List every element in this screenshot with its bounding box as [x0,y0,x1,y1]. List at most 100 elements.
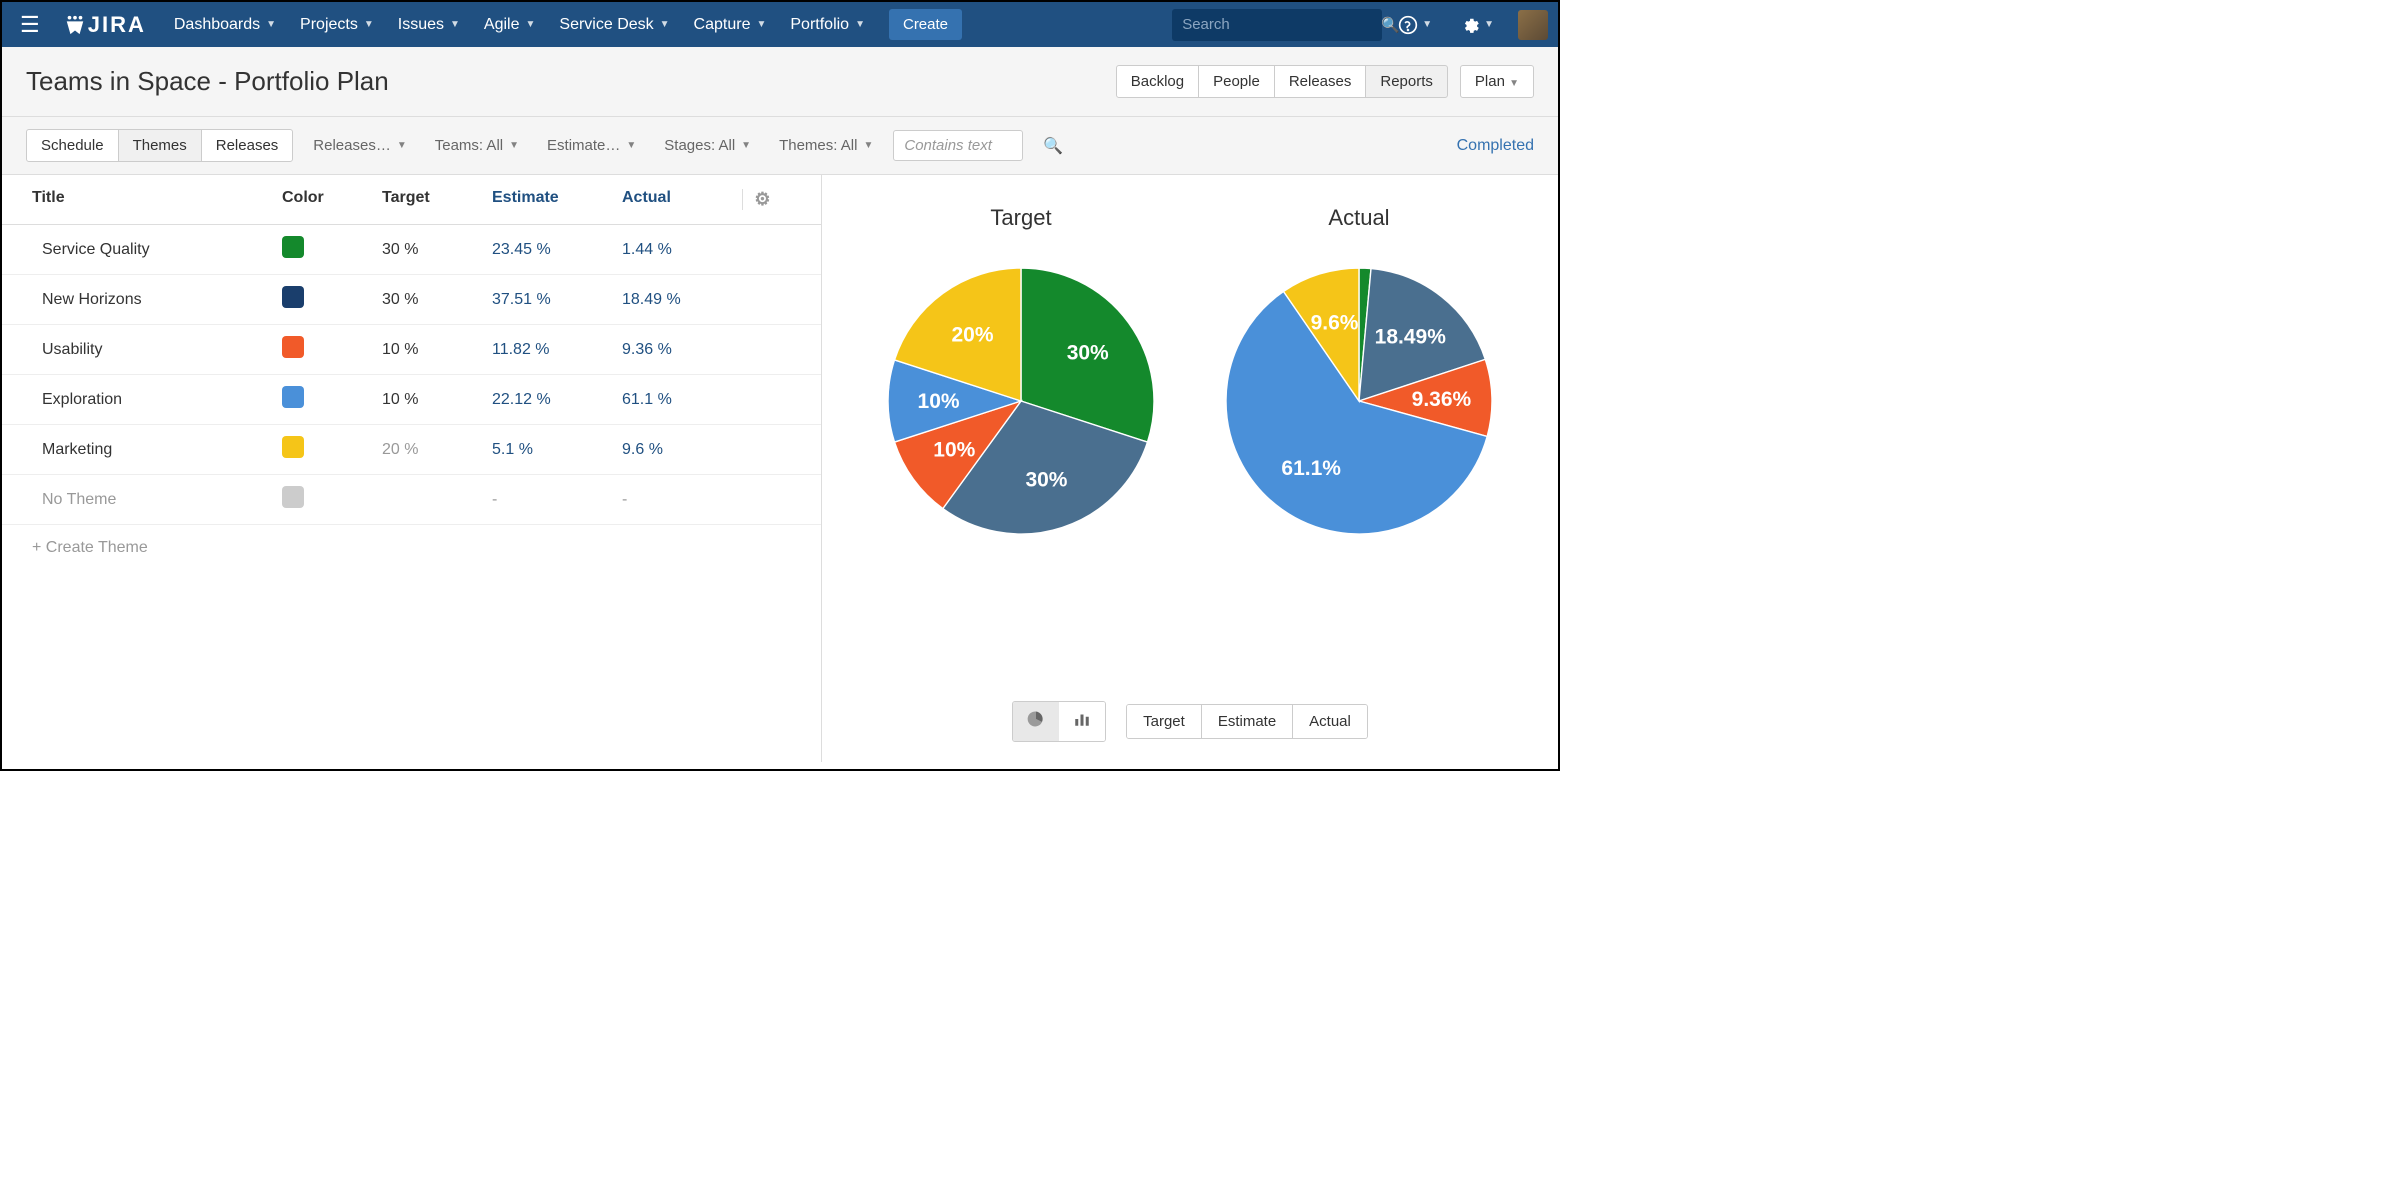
toolbar-tabs: ScheduleThemesReleases [26,129,293,162]
search-input[interactable] [1182,16,1381,33]
row-actual: 18.49 % [622,291,742,309]
row-color [282,386,382,413]
metric-actual[interactable]: Actual [1293,705,1367,738]
nav-portfolio[interactable]: Portfolio▼ [778,2,877,47]
page-title: Teams in Space - Portfolio Plan [26,66,1116,97]
table-header: Title Color Target Estimate Actual ⚙ [2,175,821,225]
help-icon[interactable]: ▼ [1386,15,1444,35]
row-title: Usability [2,341,282,359]
metric-toggle: TargetEstimateActual [1126,704,1368,739]
row-actual: 1.44 % [622,241,742,259]
table-row[interactable]: Marketing 20 %5.1 %9.6 % [2,425,821,475]
row-color [282,436,382,463]
row-estimate: - [492,491,622,509]
row-actual: - [622,491,742,509]
row-title: Service Quality [2,241,282,259]
metric-estimate[interactable]: Estimate [1202,705,1293,738]
charts-panel: Target 30% 30% 10% 10% 20% Actual 18.49% 9.36… [822,175,1558,762]
tab-backlog[interactable]: Backlog [1116,65,1199,98]
header-color: Color [282,189,382,210]
table-settings-icon[interactable]: ⚙ [754,189,770,209]
table-row[interactable]: No Theme -- [2,475,821,525]
row-actual: 9.36 % [622,341,742,359]
themes-table-panel: Title Color Target Estimate Actual ⚙ Ser… [2,175,822,762]
actual-pie: 18.49% 9.36% 61.1% 9.6% [1219,261,1499,541]
pie-view-button[interactable] [1013,702,1059,741]
actual-chart-title: Actual [1328,205,1389,231]
jira-logo[interactable]: JIRA [52,12,158,38]
tab-people[interactable]: People [1198,65,1275,98]
row-target: 20 % [382,441,492,459]
contains-text-input[interactable] [893,130,1023,161]
bar-view-button[interactable] [1059,702,1105,741]
header-estimate: Estimate [492,189,622,210]
create-theme-button[interactable]: + Create Theme [2,525,821,571]
row-title: Marketing [2,441,282,459]
row-estimate: 5.1 % [492,441,622,459]
svg-text:10%: 10% [918,390,960,413]
svg-text:10%: 10% [933,438,975,461]
filter-stages-all[interactable]: Stages: All▼ [664,137,751,154]
table-row[interactable]: Usability10 %11.82 %9.36 % [2,325,821,375]
svg-text:9.36%: 9.36% [1412,388,1472,411]
search-box[interactable]: 🔍 [1172,9,1382,41]
svg-text:30%: 30% [1025,468,1067,491]
tab-reports[interactable]: Reports [1365,65,1448,98]
toolbar-tab-schedule[interactable]: Schedule [27,130,119,161]
table-row[interactable]: Exploration 10 %22.12 %61.1 % [2,375,821,425]
row-title: No Theme [2,491,282,509]
toolbar-tab-releases[interactable]: Releases [202,130,293,161]
nav-dashboards[interactable]: Dashboards▼ [162,2,288,47]
row-title: Exploration [2,391,282,409]
row-estimate: 23.45 % [492,241,622,259]
target-pie: 30% 30% 10% 10% 20% [881,261,1161,541]
row-estimate: 37.51 % [492,291,622,309]
row-estimate: 22.12 % [492,391,622,409]
svg-text:18.49%: 18.49% [1375,325,1447,348]
row-actual: 61.1 % [622,391,742,409]
actual-chart: Actual 18.49% 9.36% 61.1% 9.6% [1219,205,1499,541]
table-row[interactable]: Service Quality 30 %23.45 %1.44 % [2,225,821,275]
row-color [282,336,382,363]
nav-agile[interactable]: Agile▼ [472,2,547,47]
metric-target[interactable]: Target [1127,705,1202,738]
user-avatar[interactable] [1518,10,1548,40]
target-chart: Target 30%30%10%10%20% [881,205,1161,541]
table-row[interactable]: New Horizons30 %37.51 %18.49 % [2,275,821,325]
completed-link[interactable]: Completed [1457,137,1534,155]
filter-releases-[interactable]: Releases…▼ [313,137,406,154]
row-target: 30 % [382,241,492,259]
view-tabs: BacklogPeopleReleasesReports [1116,65,1448,98]
toolbar-tab-themes[interactable]: Themes [119,130,202,161]
settings-icon[interactable]: ▼ [1448,15,1506,35]
menu-icon[interactable]: ☰ [12,12,48,38]
svg-text:30%: 30% [1067,342,1109,365]
header-actual: Actual [622,189,742,210]
header-target: Target [382,189,492,210]
jira-logo-icon [64,14,86,36]
create-button[interactable]: Create [889,9,962,40]
top-navigation: ☰ JIRA Dashboards▼Projects▼Issues▼Agile▼… [2,2,1558,47]
chart-controls: TargetEstimateActual [822,701,1558,742]
row-color [282,486,382,513]
svg-text:9.6%: 9.6% [1311,311,1359,334]
row-target: 10 % [382,391,492,409]
nav-projects[interactable]: Projects▼ [288,2,386,47]
nav-service-desk[interactable]: Service Desk▼ [547,2,681,47]
header-title: Title [2,189,282,210]
filter-search-icon[interactable]: 🔍 [1043,136,1063,156]
svg-text:61.1%: 61.1% [1281,457,1341,480]
chart-view-toggle [1012,701,1106,742]
nav-capture[interactable]: Capture▼ [682,2,779,47]
toolbar: ScheduleThemesReleases Releases…▼ Teams: … [2,117,1558,175]
tab-releases[interactable]: Releases [1274,65,1367,98]
nav-issues[interactable]: Issues▼ [386,2,472,47]
filter-estimate-[interactable]: Estimate…▼ [547,137,636,154]
plan-button[interactable]: Plan ▼ [1460,65,1534,98]
filter-themes-all[interactable]: Themes: All▼ [779,137,873,154]
row-color [282,286,382,313]
table-body: Service Quality 30 %23.45 %1.44 % New Hori… [2,225,821,525]
filter-teams-all[interactable]: Teams: All▼ [435,137,519,154]
svg-text:20%: 20% [952,323,994,346]
row-actual: 9.6 % [622,441,742,459]
